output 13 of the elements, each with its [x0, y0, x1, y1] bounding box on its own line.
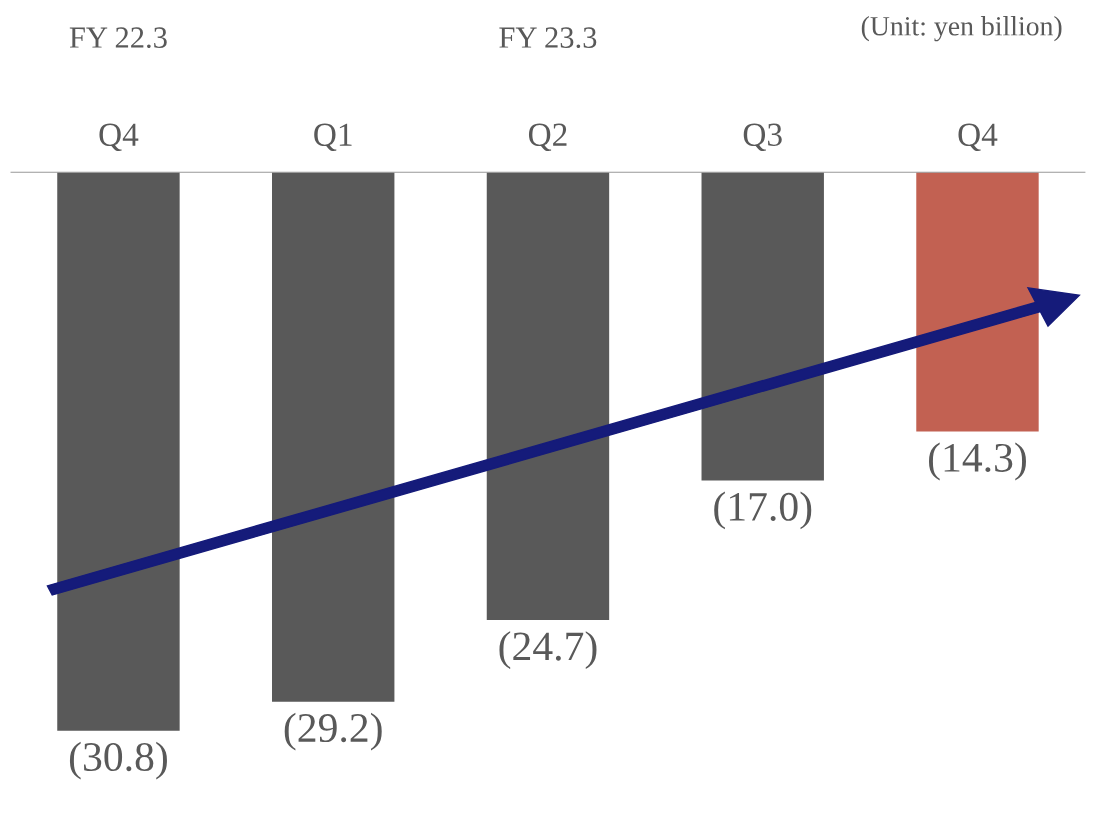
x-tick-label: Q3 [743, 123, 782, 152]
x-tick-label: Q4 [99, 123, 139, 152]
x-tick-label: Q4 [958, 123, 998, 152]
text: FY 23.3 [499, 27, 597, 49]
x-tick-label: Q2 [528, 123, 567, 152]
data-label: (29.2) [284, 712, 382, 751]
text: FY 22.3 [69, 27, 167, 49]
x-tick-label: Q1 [314, 123, 352, 152]
data-label: (17.0) [714, 491, 812, 530]
text: (Unit: yen billion) [861, 16, 1062, 42]
data-label: (14.3) [928, 442, 1026, 481]
data-label: (24.7) [499, 631, 597, 669]
data-label: (30.8) [69, 741, 167, 780]
